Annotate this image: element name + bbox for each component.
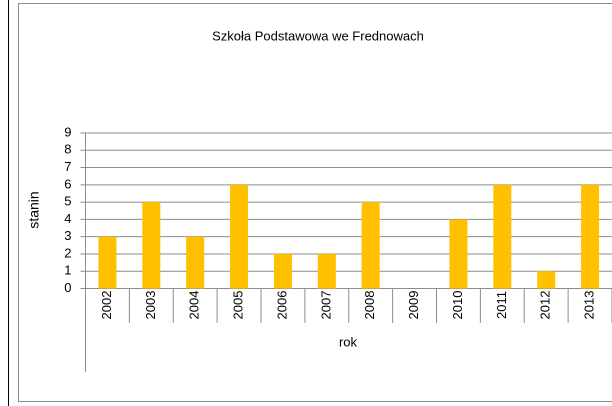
x-tick-label: 2008 — [362, 291, 377, 320]
y-tick-label: 4 — [64, 211, 71, 226]
bar — [361, 202, 380, 289]
y-tick-label: 0 — [64, 280, 71, 295]
y-tick-label: 7 — [64, 159, 71, 174]
x-tick-label: 2007 — [318, 291, 333, 320]
y-tick-label: 1 — [64, 263, 71, 278]
x-tick-label: 2010 — [450, 291, 465, 320]
bar — [317, 253, 336, 289]
bar — [581, 184, 600, 289]
x-tick-label: 2005 — [231, 291, 246, 320]
y-tick-label: 5 — [64, 194, 71, 209]
y-tick-label: 9 — [64, 124, 71, 139]
x-tick-label: 2013 — [582, 291, 597, 320]
y-tick-label: 3 — [64, 228, 71, 243]
chart-title: Szkoła Podstawowa we Frednowach — [212, 28, 424, 43]
y-tick-label: 6 — [64, 176, 71, 191]
y-axis-label: stanin — [26, 191, 42, 228]
x-tick-label: 2011 — [494, 291, 509, 319]
bar — [493, 184, 512, 289]
x-tick-label: 2003 — [143, 291, 158, 320]
x-tick-label: 2004 — [187, 291, 202, 320]
bar — [98, 236, 117, 289]
x-tick-label: 2006 — [274, 291, 289, 320]
bar — [273, 253, 292, 289]
x-tick-label: 2012 — [538, 291, 553, 320]
chart-border — [18, 3, 612, 402]
y-tick-label: 8 — [64, 142, 71, 157]
bar — [449, 219, 468, 289]
bar — [186, 236, 205, 289]
y-tick-label: 2 — [64, 245, 71, 260]
bar — [537, 271, 556, 289]
bar — [142, 202, 161, 289]
x-axis-label: rok — [339, 334, 358, 349]
x-tick-label: 2002 — [99, 291, 114, 320]
x-tick-label: 2009 — [406, 291, 421, 320]
bar — [230, 184, 249, 289]
